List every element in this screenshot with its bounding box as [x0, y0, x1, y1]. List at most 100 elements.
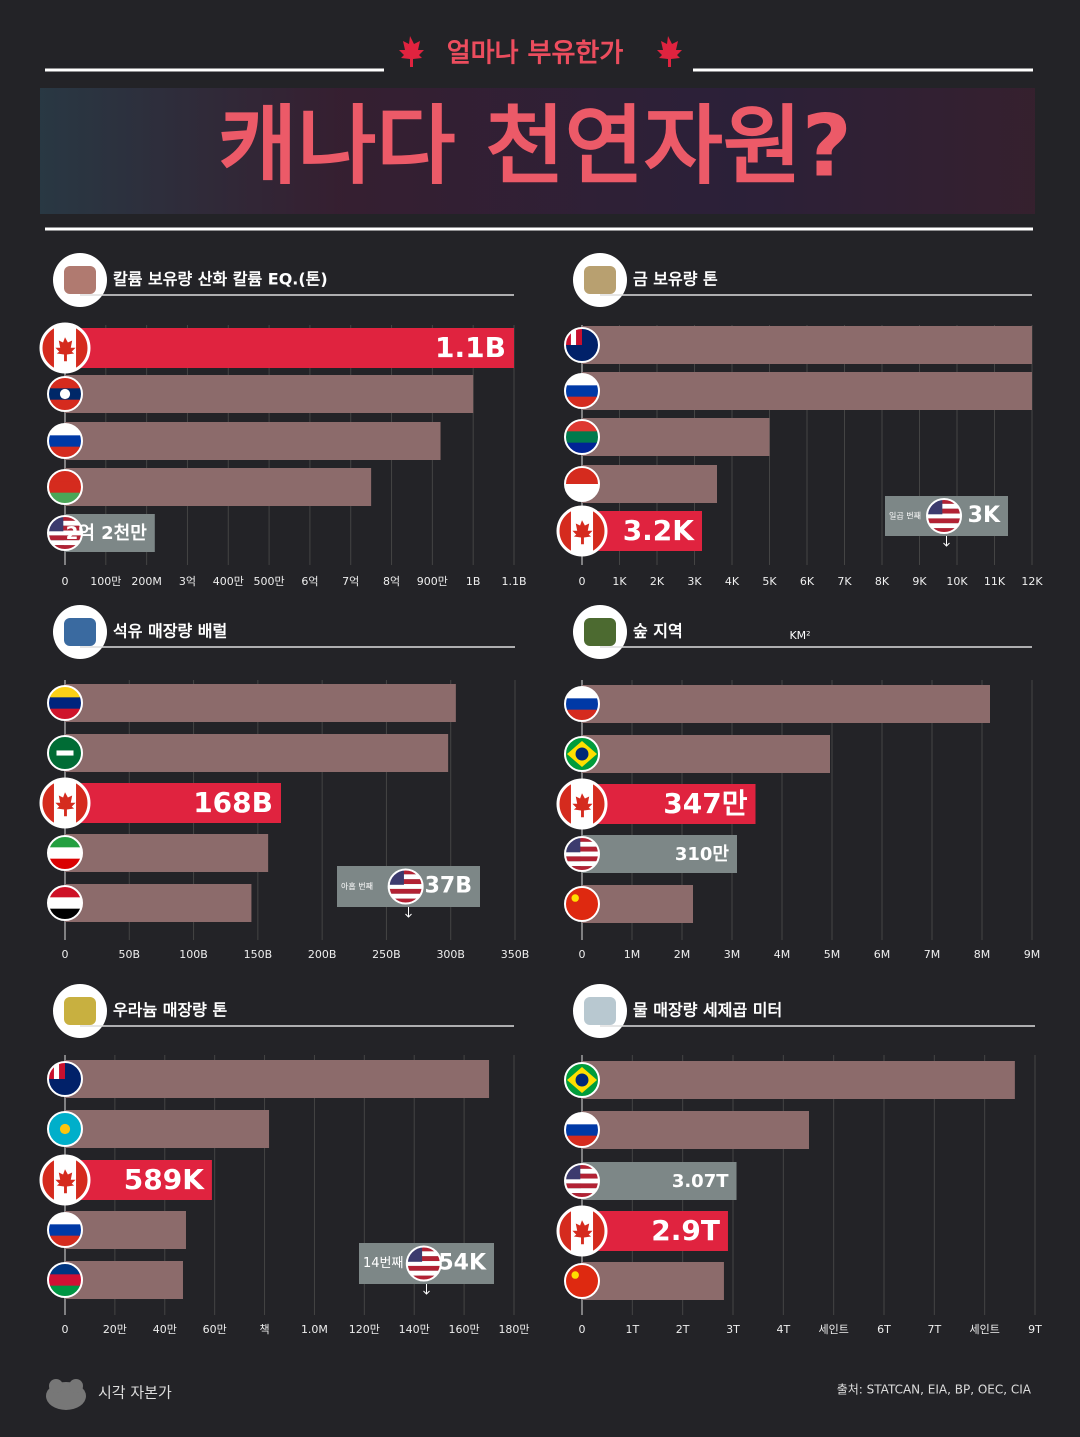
- flag-border: [47, 469, 83, 505]
- flag-part: [565, 1188, 599, 1194]
- flag-border: [387, 868, 424, 905]
- x-tick-label: 4K: [725, 575, 740, 588]
- flag-part: [565, 374, 599, 386]
- flag-border: [564, 736, 600, 772]
- unit-label: KM²: [789, 629, 810, 642]
- chart-title: 칼륨 보유량 산화 칼륨 EQ.(톤): [113, 270, 328, 289]
- flag-part: [55, 792, 76, 817]
- flag-part: [56, 750, 74, 756]
- flag-part: [48, 530, 82, 536]
- flag-part: [565, 709, 599, 721]
- flag-border: [47, 1212, 83, 1248]
- flag-border: [564, 1263, 600, 1299]
- title-icon-art: [64, 997, 96, 1025]
- x-tick-label: 6M: [874, 948, 891, 961]
- x-tick-label: 140만: [399, 1323, 430, 1336]
- x-tick-label: 6K: [800, 575, 815, 588]
- value-label: 168B: [193, 786, 273, 819]
- x-tick-label: 200M: [131, 575, 162, 588]
- flag-part: [575, 1073, 589, 1087]
- x-tick-label: 세인트: [818, 1323, 848, 1336]
- bar: [65, 375, 474, 413]
- flag-part: [571, 894, 579, 902]
- flag: [387, 868, 424, 905]
- x-tick-label: 9T: [1028, 1323, 1042, 1336]
- flag-part: [48, 481, 82, 494]
- flag-part: [565, 1193, 599, 1198]
- flag-part: [406, 1246, 441, 1252]
- flag-part: [565, 420, 599, 432]
- annotation-arrow: [405, 907, 412, 918]
- flag-border: [564, 1062, 600, 1098]
- flag-part: [388, 898, 423, 904]
- flag-border: [47, 685, 83, 721]
- flag-body: [48, 377, 82, 411]
- annotation-arrow: [423, 1284, 430, 1295]
- bar: [65, 1211, 186, 1249]
- flag-part: [48, 897, 82, 910]
- flag: [564, 836, 600, 872]
- bar: [582, 1162, 737, 1200]
- annotation-label: 37B: [425, 874, 472, 899]
- bar: [65, 834, 269, 872]
- title-glow: [40, 88, 1035, 214]
- flag-part: [565, 698, 599, 711]
- flag-part: [565, 687, 599, 699]
- flag-part: [48, 836, 82, 848]
- flag-part: [48, 1235, 82, 1247]
- flag-border: [564, 886, 600, 922]
- flag-part: [388, 879, 423, 885]
- flag-part: [48, 540, 82, 546]
- x-tick-label: 2M: [674, 948, 691, 961]
- x-tick-label: 12K: [1021, 575, 1043, 588]
- bar: [582, 1061, 1015, 1099]
- flag-part: [388, 893, 423, 899]
- x-tick-label: 1T: [625, 1323, 639, 1336]
- flag-part: [48, 858, 82, 870]
- x-tick-label: 5K: [762, 575, 777, 588]
- bar: [582, 735, 830, 773]
- x-tick-label: 40만: [153, 1323, 177, 1336]
- flag-part: [565, 1178, 599, 1184]
- title-icon-art: [64, 266, 96, 294]
- flag-border: [39, 1154, 91, 1206]
- x-tick-label: 200B: [308, 948, 337, 961]
- bar: [582, 685, 990, 723]
- header-kicker: 얼마나 부유한가: [447, 39, 624, 69]
- flag-part: [59, 388, 71, 400]
- flag-part: [48, 424, 82, 436]
- flag-part: [565, 431, 599, 444]
- flag: [47, 885, 83, 921]
- x-tick-label: 7억: [342, 575, 359, 588]
- chart-title: 물 매장량 세제곱 미터: [633, 1001, 782, 1020]
- bar: [65, 884, 252, 922]
- flag-part: [927, 523, 962, 529]
- flag-part: [48, 545, 82, 550]
- flag: [47, 376, 83, 412]
- flag-border: [405, 1245, 442, 1282]
- x-tick-label: 세인트: [969, 1323, 999, 1336]
- x-tick-label: 1.0M: [301, 1323, 328, 1336]
- flag: [47, 1262, 83, 1298]
- flag-border: [556, 1205, 608, 1257]
- value-label: 310만: [675, 844, 730, 865]
- flag-part: [927, 499, 962, 504]
- annotation-text: 아홉 번째: [341, 881, 373, 891]
- footer-logo: [46, 1379, 86, 1410]
- x-tick-label: 120만: [349, 1323, 380, 1336]
- flag-part: [565, 1168, 599, 1174]
- x-tick-label: 7T: [927, 1323, 941, 1336]
- flag-part: [565, 837, 599, 842]
- flag: [556, 778, 608, 830]
- title-icon-art: [584, 266, 616, 294]
- x-tick-label: 11K: [984, 575, 1006, 588]
- flag-part: [575, 747, 589, 761]
- bar: [65, 1261, 183, 1299]
- flag: [39, 1154, 91, 1206]
- flag-part: [565, 396, 599, 408]
- x-tick-label: 400만: [213, 575, 244, 588]
- x-tick-label: 9K: [912, 575, 927, 588]
- flag: [564, 1163, 600, 1199]
- bar: [582, 372, 1032, 410]
- flag-border: [564, 419, 600, 455]
